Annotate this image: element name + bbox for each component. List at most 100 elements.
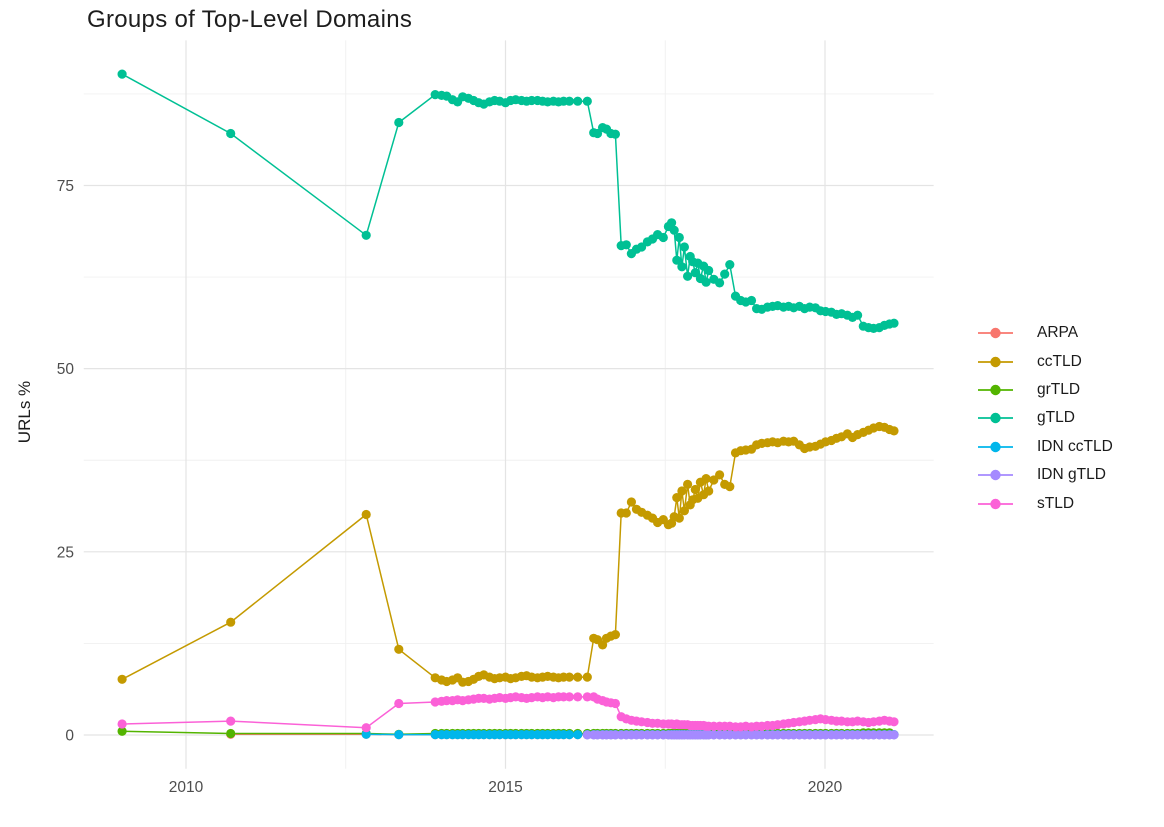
legend-label: ARPA	[1037, 324, 1079, 342]
data-point	[610, 698, 621, 709]
data-point	[701, 474, 711, 484]
x-tick-label: 2010	[169, 779, 204, 796]
data-point	[226, 728, 236, 739]
data-point	[889, 717, 899, 727]
legend-key-icon	[978, 356, 1013, 367]
data-point	[564, 692, 575, 702]
data-point	[361, 729, 371, 739]
data-point	[394, 730, 404, 740]
data-point	[715, 470, 725, 480]
data-point	[430, 730, 440, 740]
data-point	[658, 232, 668, 243]
data-point	[610, 129, 621, 139]
chart-title: Groups of Top-Level Domains	[87, 6, 413, 33]
data-point	[669, 225, 679, 235]
data-point	[725, 260, 735, 270]
data-point	[720, 269, 730, 279]
data-point	[361, 723, 371, 733]
y-tick-label: 75	[57, 178, 74, 195]
legend-item-ARPA: ARPA	[977, 319, 1113, 347]
data-point	[679, 506, 690, 516]
data-point	[704, 486, 714, 496]
data-point	[117, 726, 127, 736]
data-point	[582, 96, 592, 106]
data-point	[626, 497, 637, 507]
data-point	[117, 674, 127, 684]
data-point	[394, 117, 404, 128]
data-point	[674, 232, 684, 243]
data-point	[690, 484, 700, 495]
data-point	[667, 218, 677, 228]
series-points-ccTLD	[117, 421, 899, 687]
legend-key-dot	[990, 356, 1001, 367]
data-point	[226, 716, 236, 726]
data-point	[582, 730, 592, 740]
data-point	[746, 295, 757, 306]
data-point	[621, 240, 631, 250]
data-point	[573, 672, 583, 682]
legend-key-dot	[990, 498, 1001, 509]
legend-key-dot	[990, 441, 1001, 452]
data-point	[674, 513, 684, 523]
legend-key-icon	[978, 413, 1013, 424]
data-point	[672, 255, 682, 265]
series-line-gTLD	[121, 73, 895, 330]
data-point	[853, 310, 863, 320]
data-point	[621, 508, 631, 518]
legend-label: IDN gTLD	[1037, 466, 1106, 484]
data-point	[564, 96, 575, 106]
legend-item-IDN-ccTLD: IDN ccTLD	[977, 433, 1113, 461]
data-point	[683, 271, 693, 281]
data-point	[564, 730, 575, 740]
data-point	[573, 730, 583, 740]
data-point	[361, 230, 371, 240]
legend-key-icon	[978, 441, 1013, 452]
legend-key-dot	[990, 384, 1001, 396]
data-point	[394, 644, 404, 654]
data-point	[117, 69, 127, 79]
data-point	[677, 262, 687, 272]
legend: ARPA ccTLD grTLD gTLD IDN ccTLD IDN gTLD sTLD	[977, 319, 1113, 518]
data-point	[564, 672, 575, 682]
legend-key-dot	[990, 469, 1001, 481]
data-point	[582, 692, 592, 702]
data-point	[677, 486, 687, 496]
x-tick-label: 2020	[808, 779, 843, 796]
legend-label: grTLD	[1037, 380, 1081, 398]
legend-item-grTLD: grTLD	[977, 376, 1113, 404]
series-points-IDN-gTLD	[582, 730, 899, 740]
data-point	[672, 493, 682, 503]
legend-label: ccTLD	[1037, 352, 1082, 370]
legend-label: IDN ccTLD	[1037, 437, 1113, 455]
data-point	[701, 277, 711, 287]
data-point	[573, 692, 583, 702]
data-point	[226, 617, 236, 627]
legend-key-dot	[990, 327, 1001, 339]
data-point	[117, 719, 127, 729]
data-point	[610, 630, 621, 640]
data-point	[361, 509, 371, 520]
legend-item-gTLD: gTLD	[977, 404, 1113, 432]
legend-key-dot	[990, 413, 1001, 424]
legend-label: gTLD	[1037, 409, 1075, 427]
legend-key-icon	[978, 327, 1013, 339]
data-point	[679, 242, 690, 252]
data-point	[889, 318, 899, 328]
data-point	[889, 426, 899, 436]
data-point	[683, 479, 693, 489]
series-points-sTLD	[117, 692, 899, 733]
y-tick-label: 50	[57, 361, 75, 378]
data-point	[226, 128, 236, 139]
data-point	[573, 96, 583, 106]
data-point	[715, 278, 725, 288]
legend-item-sTLD: sTLD	[977, 489, 1113, 517]
legend-key-icon	[978, 469, 1013, 481]
y-tick-label: 25	[57, 544, 74, 561]
data-point	[394, 698, 404, 709]
legend-item-IDN-gTLD: IDN gTLD	[977, 461, 1113, 489]
legend-label: sTLD	[1037, 494, 1075, 512]
x-tick-label: 2015	[488, 779, 522, 796]
y-tick-label: 0	[65, 728, 74, 745]
